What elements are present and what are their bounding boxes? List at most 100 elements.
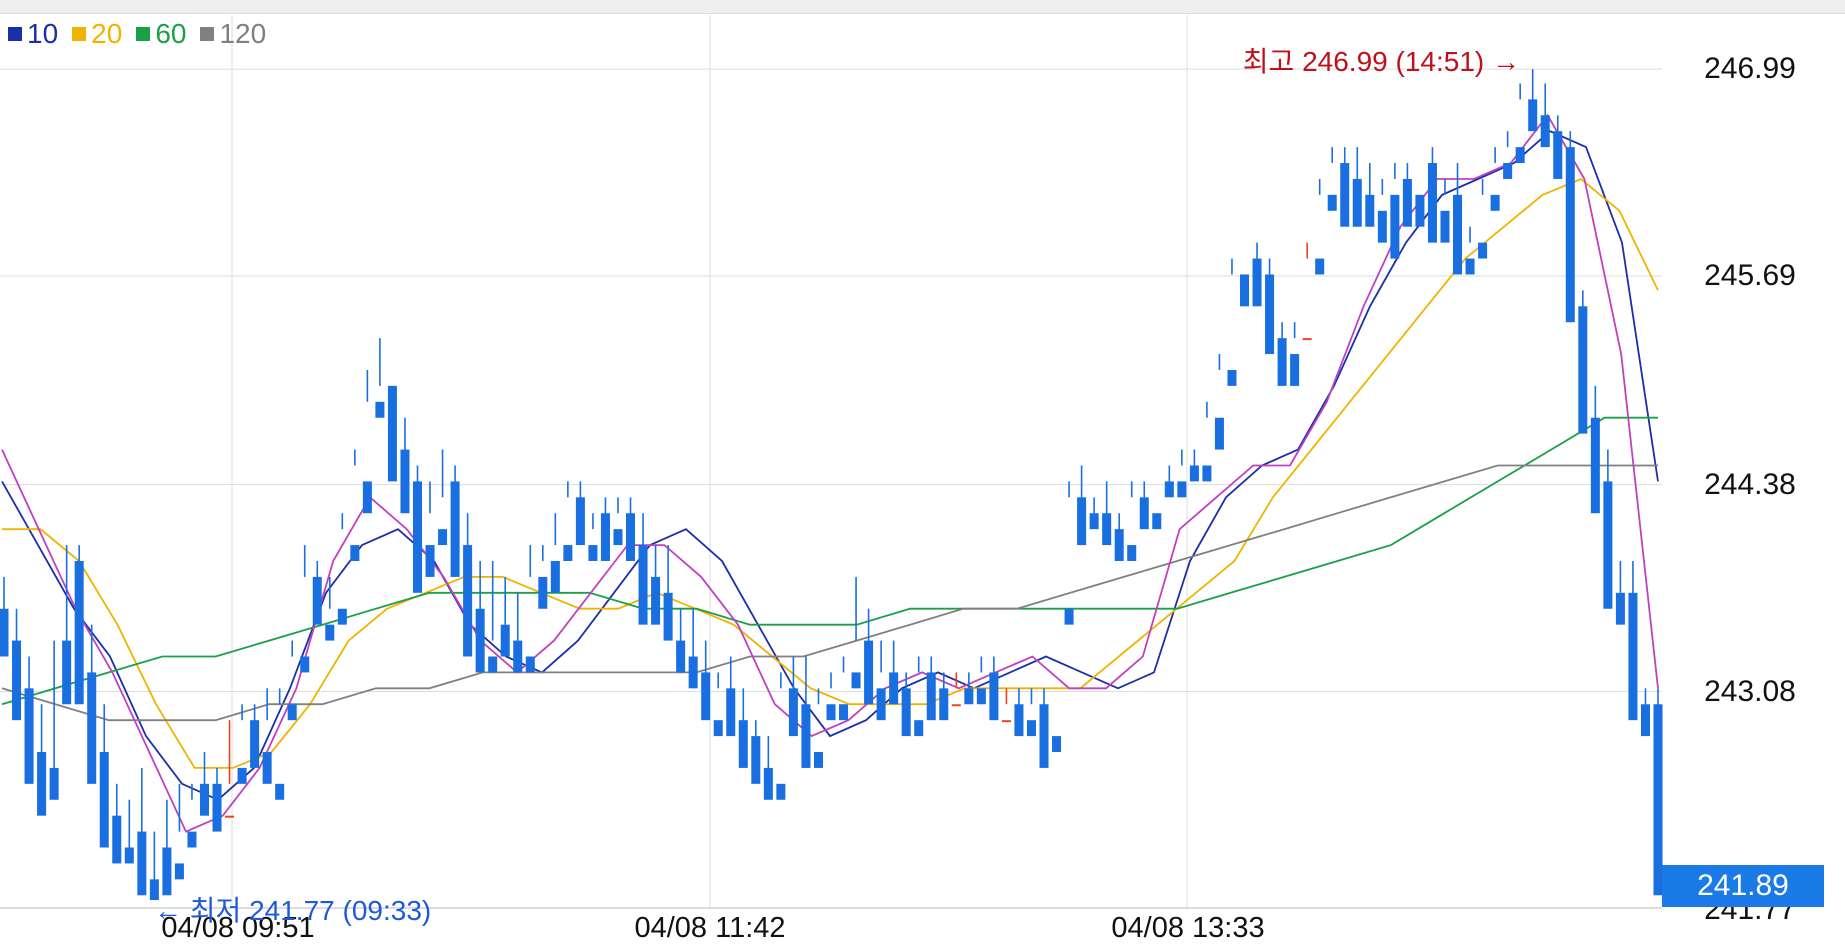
candle-body	[12, 640, 22, 721]
bottom-cut-label: 241.77	[1704, 893, 1796, 926]
candle-body	[1290, 354, 1300, 386]
candle-body	[538, 576, 548, 609]
candle-body	[0, 608, 9, 657]
candle-body	[914, 720, 924, 737]
candle-body	[1315, 258, 1325, 275]
candle-body	[1214, 417, 1224, 450]
candle-body	[1615, 592, 1625, 625]
candle-body	[275, 783, 285, 800]
candle-body	[199, 783, 209, 816]
candle-body	[250, 720, 260, 768]
candle-body	[500, 624, 510, 657]
candle-body	[951, 704, 961, 707]
candle-body	[49, 767, 59, 800]
candle-body	[287, 704, 297, 721]
candle-body	[1089, 513, 1099, 530]
ma-line-20	[2, 177, 1659, 769]
candle-body	[1390, 194, 1400, 259]
top-bar	[0, 0, 1845, 14]
candle-body	[124, 847, 134, 864]
candle-body	[626, 513, 636, 561]
ma-line-60	[1, 416, 1658, 706]
legend-swatch	[8, 27, 22, 41]
candle-body	[1014, 704, 1024, 737]
candle-body	[1064, 608, 1074, 625]
candle-body	[325, 624, 335, 641]
candle-body	[1578, 306, 1588, 434]
candle-body	[726, 688, 736, 737]
candle-body	[851, 672, 861, 689]
candle-body	[1465, 258, 1475, 275]
candle-body	[864, 640, 874, 705]
candle-body	[1603, 481, 1613, 609]
candle-body	[638, 545, 648, 625]
candle-body	[162, 847, 172, 896]
candle-body	[600, 513, 610, 561]
candle-body	[989, 672, 999, 721]
candle-body	[1515, 147, 1525, 164]
ma-line-fast	[1, 113, 1659, 833]
legend-label: 20	[91, 18, 123, 49]
candle-body	[1302, 338, 1312, 341]
candle-body	[74, 560, 84, 705]
candle-body	[939, 688, 949, 721]
candle-body	[776, 783, 786, 800]
candle-body	[463, 545, 473, 657]
candle-body	[1001, 720, 1011, 723]
candle-body	[976, 688, 986, 705]
candle-body	[738, 720, 748, 768]
candle-body	[1052, 736, 1062, 753]
ma-line-10	[1, 130, 1659, 801]
candle-body	[1102, 513, 1112, 546]
candle-body	[1239, 274, 1250, 307]
candle-body	[312, 576, 322, 625]
candle-body	[112, 815, 122, 864]
candle-body	[137, 831, 147, 896]
moving-average-lines	[1, 113, 1659, 833]
legend-swatch	[136, 27, 151, 41]
candle-body	[412, 481, 423, 593]
candle-body	[751, 736, 761, 784]
current-price-badge: 241.89	[1662, 865, 1824, 907]
candle-body	[613, 529, 623, 546]
low-annotation: ← 최저 241.77 (09:33)	[154, 895, 432, 926]
y-tick-label: 243.08	[1704, 674, 1796, 708]
candle-body	[1402, 178, 1412, 227]
candle-body	[300, 656, 310, 673]
candle-body	[688, 656, 698, 689]
candle-body	[1640, 704, 1650, 737]
candle-body	[1553, 131, 1563, 179]
candle-body	[1139, 497, 1149, 530]
candle-body	[1202, 465, 1212, 482]
candle-body	[1127, 545, 1137, 561]
candle-body	[1528, 99, 1538, 132]
candle-body	[676, 640, 686, 673]
candle-body	[1352, 178, 1362, 227]
y-tick-label: 245.69	[1704, 259, 1796, 293]
candle-body	[1453, 194, 1463, 275]
candle-body	[37, 752, 47, 816]
candle-body	[926, 672, 936, 721]
y-tick-label: 246.99	[1704, 52, 1796, 86]
candle-body	[1628, 592, 1638, 721]
candle-body	[212, 783, 222, 832]
candle-body	[701, 672, 711, 721]
candle-body	[801, 704, 811, 768]
candle-body	[62, 640, 72, 705]
legend-label: 60	[155, 18, 187, 49]
candle-body	[1490, 194, 1500, 211]
legend-item-10: 10	[8, 18, 58, 50]
candle-body	[651, 576, 661, 625]
candle-body	[174, 863, 184, 880]
candle-body	[262, 752, 272, 784]
candle-body	[488, 656, 498, 673]
candle-body	[187, 831, 197, 848]
candle-body	[450, 481, 460, 577]
candle-body	[1252, 258, 1262, 307]
candle-body	[1540, 115, 1550, 148]
candle-body	[1026, 720, 1036, 737]
candle-body	[1340, 163, 1350, 227]
candle-body	[876, 688, 886, 721]
candle-body	[87, 672, 97, 784]
